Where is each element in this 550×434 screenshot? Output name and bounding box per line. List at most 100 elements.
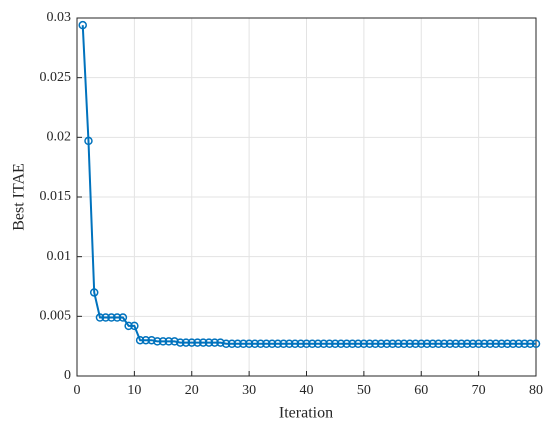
data-marker [296,339,306,349]
data-marker [376,339,386,349]
plot-frame [76,17,537,377]
data-marker [468,339,478,349]
data-marker [187,338,196,347]
data-marker [256,339,265,349]
data-marker [428,339,437,349]
data-marker [107,313,116,322]
data-marker [262,339,271,349]
data-marker [233,339,242,349]
data-marker [250,339,260,349]
data-marker [135,335,145,345]
data-marker [170,337,179,346]
x-tick-label: 70 [472,383,486,398]
y-tick-label: 0.015 [40,189,72,204]
data-marker [267,339,277,349]
x-axis-label: Iteration [279,405,333,422]
data-marker [141,335,151,345]
data-marker [434,339,443,349]
x-tick-label: 20 [185,383,199,398]
data-marker [216,338,225,347]
data-marker [210,338,219,347]
data-marker [462,339,472,349]
data-marker [176,338,185,347]
x-tick-label: 10 [127,383,141,398]
data-marker [371,339,380,349]
y-tick-label: 0 [64,368,71,383]
data-marker [394,339,403,349]
data-marker [198,338,208,347]
data-marker [84,136,93,146]
data-marker [319,339,328,349]
data-marker [118,313,128,322]
data-marker [221,339,231,349]
data-marker [531,339,541,349]
data-marker [302,339,311,349]
data-marker [101,313,110,322]
data-marker [239,339,248,349]
data-marker [273,339,283,349]
x-tick-label: 30 [242,383,256,398]
data-marker [227,339,237,349]
data-marker [526,339,535,349]
data-marker [153,337,162,346]
data-marker [480,339,489,349]
x-tick-label: 0 [74,383,81,398]
data-marker [336,339,346,349]
data-marker [422,339,432,349]
data-marker [474,339,483,349]
data-marker [330,339,340,349]
data-marker [388,339,397,349]
data-marker [382,339,392,349]
y-tick-label: 0.005 [40,309,72,324]
data-marker [520,339,529,349]
data-marker [181,338,191,347]
data-marker [290,339,300,349]
data-marker [95,313,105,322]
data-marker [359,339,369,349]
data-marker [164,337,174,346]
data-marker [313,339,323,349]
data-marker [147,335,156,345]
data-marker [497,339,506,349]
data-marker [405,339,415,349]
data-marker [503,339,512,349]
x-tick-label: 80 [529,383,543,398]
data-marker [325,339,334,349]
data-marker [158,337,168,346]
data-marker [193,338,202,347]
x-tick-label: 40 [300,383,314,398]
data-marker [485,339,495,349]
data-marker [244,339,254,349]
data-marker [112,313,122,322]
data-marker [353,339,363,349]
data-marker [89,288,99,297]
y-tick-label: 0.01 [47,249,72,264]
x-tick-label: 60 [414,383,428,398]
data-marker [279,339,288,349]
y-tick-label: 0.02 [47,130,72,145]
data-marker [342,339,351,349]
data-marker [457,339,466,349]
data-marker [417,339,426,349]
data-marker [124,321,133,331]
data-marker [439,339,449,349]
y-axis-label: Best ITAE [11,163,28,231]
data-marker [130,321,139,331]
data-marker [399,339,409,349]
data-marker [491,339,501,349]
data-marker [204,338,214,347]
x-tick-label: 50 [357,383,371,398]
data-marker [411,339,420,349]
data-marker [445,339,455,349]
data-marker [508,339,518,349]
data-marker [514,339,524,349]
data-marker [78,20,87,30]
data-marker [285,339,294,349]
data-marker [365,339,374,349]
data-marker [348,339,357,349]
data-marker [307,339,317,349]
y-tick-label: 0.03 [47,10,72,25]
y-tick-label: 0.025 [40,70,72,85]
